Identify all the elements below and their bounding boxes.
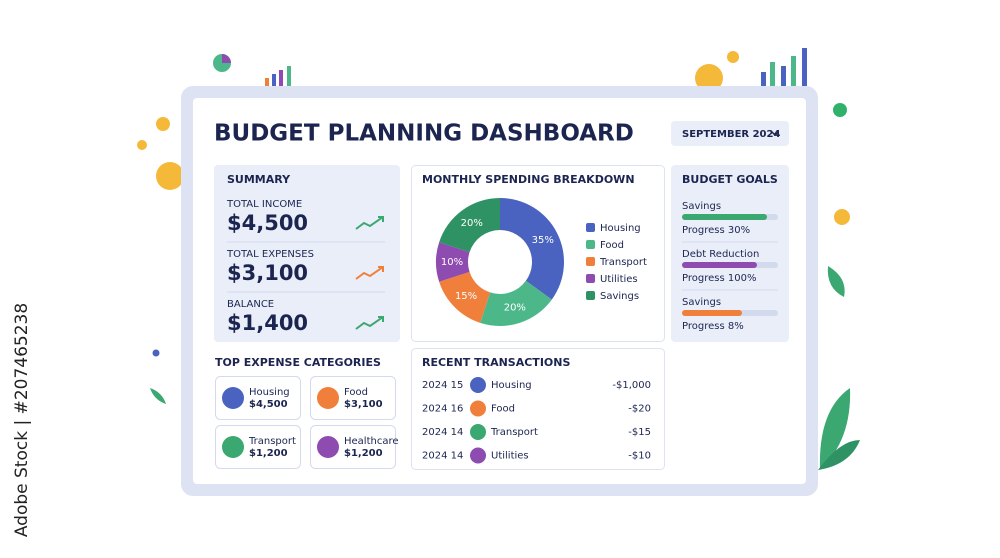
legend-swatch	[586, 240, 595, 249]
tx-icon	[470, 447, 486, 464]
category-icon	[317, 436, 339, 458]
goals-title: BUDGET GOALS	[682, 173, 778, 186]
trend-icon	[355, 216, 384, 230]
summary-amount: $4,500	[227, 211, 308, 235]
slice-label: 10%	[441, 257, 463, 268]
category-icon	[222, 387, 244, 409]
transactions-list: 2024 15 Housing -$1,000 2024 16 Food -$20 2024…	[422, 377, 651, 464]
goal-progress: Progress 100%	[682, 273, 756, 284]
expense-tiles: Housing$4,500Food$3,100Transport$1,200He…	[215, 376, 399, 469]
legend-label: Savings	[600, 291, 639, 302]
goal-progress: Progress 30%	[682, 225, 750, 236]
tx-amount: -$20	[628, 404, 651, 415]
tx-date: 2024 15	[422, 380, 463, 391]
slice-label: 35%	[532, 235, 554, 246]
transactions-title: RECENT TRANSACTIONS	[422, 356, 570, 369]
summary-label: BALANCE	[227, 299, 274, 310]
expense-tile	[215, 376, 301, 420]
tx-date: 2024 14	[422, 451, 463, 462]
legend-swatch	[586, 291, 595, 300]
legend-swatch	[586, 257, 595, 266]
legend-swatch	[586, 274, 595, 283]
goal-name: Savings	[682, 201, 721, 212]
goals-card	[671, 165, 789, 342]
dropdown-icon	[771, 131, 779, 137]
progress-fill	[682, 310, 742, 316]
legend-swatch	[586, 223, 595, 232]
tx-amount: -$10	[628, 451, 651, 462]
top-expenses-title: TOP EXPENSE CATEGORIES	[215, 356, 381, 369]
legend-label: Housing	[600, 223, 641, 234]
tx-date: 2024 14	[422, 427, 463, 438]
summary-amount: $3,100	[227, 261, 308, 285]
tx-name: Housing	[491, 380, 532, 391]
category-amount: $1,200	[249, 448, 288, 459]
slice-label: 20%	[504, 303, 526, 314]
tx-name: Utilities	[491, 451, 529, 462]
date-selector-label: SEPTEMBER 2024	[682, 129, 780, 140]
category-amount: $1,200	[344, 448, 383, 459]
donut-slice	[435, 242, 470, 282]
expense-tile	[310, 425, 396, 469]
tx-name: Food	[491, 404, 515, 415]
category-name: Transport	[248, 436, 296, 447]
category-amount: $4,500	[249, 399, 288, 410]
donut-slice	[480, 280, 552, 327]
decoration	[137, 48, 860, 470]
category-name: Healthcare	[344, 436, 399, 447]
progress-fill	[682, 262, 757, 268]
donut-chart: 35% Housing 20% Food 15% Transport 10% Utilitie…	[435, 198, 647, 327]
tx-date: 2024 16	[422, 404, 463, 415]
summary-title: SUMMARY	[227, 173, 291, 186]
watermark: Adobe Stock | #207465238	[12, 303, 32, 537]
category-amount: $3,100	[344, 399, 383, 410]
summary-items: TOTAL INCOME$4,500 TOTAL EXPENSES$3,100 BA…	[226, 199, 385, 335]
legend-label: Transport	[599, 257, 647, 268]
tx-icon	[470, 377, 486, 393]
dashboard-title: BUDGET PLANNING DASHBOARD	[214, 121, 634, 147]
category-icon	[222, 436, 244, 458]
legend-label: Utilities	[600, 274, 638, 285]
progress-fill	[682, 214, 767, 220]
goals-list: Savings Progress 30% Debt Reduction Progres…	[682, 201, 778, 332]
trend-icon	[355, 266, 384, 280]
date-selector[interactable]	[671, 121, 789, 146]
expense-tile	[310, 376, 396, 420]
goal-progress: Progress 8%	[682, 321, 744, 332]
summary-card	[214, 165, 400, 342]
legend-label: Food	[600, 240, 624, 251]
donut-slice	[439, 198, 500, 253]
expense-tile	[215, 425, 301, 469]
slice-label: 15%	[455, 291, 477, 302]
tx-icon	[470, 400, 486, 417]
tx-amount: -$1,000	[612, 380, 651, 391]
tx-icon	[470, 424, 486, 440]
chart-title: MONTHLY SPENDING BREAKDOWN	[422, 173, 635, 186]
category-icon	[317, 387, 339, 409]
slice-label: 20%	[461, 218, 483, 229]
summary-label: TOTAL EXPENSES	[226, 249, 314, 260]
category-name: Food	[344, 387, 368, 398]
tx-amount: -$15	[628, 427, 651, 438]
goal-name: Debt Reduction	[682, 249, 759, 260]
tx-name: Transport	[490, 427, 538, 438]
summary-label: TOTAL INCOME	[226, 199, 302, 210]
category-name: Housing	[249, 387, 290, 398]
donut-slice	[439, 271, 491, 323]
goal-name: Savings	[682, 297, 721, 308]
trend-icon	[355, 316, 384, 330]
donut-slice	[500, 198, 564, 300]
summary-amount: $1,400	[227, 311, 308, 335]
